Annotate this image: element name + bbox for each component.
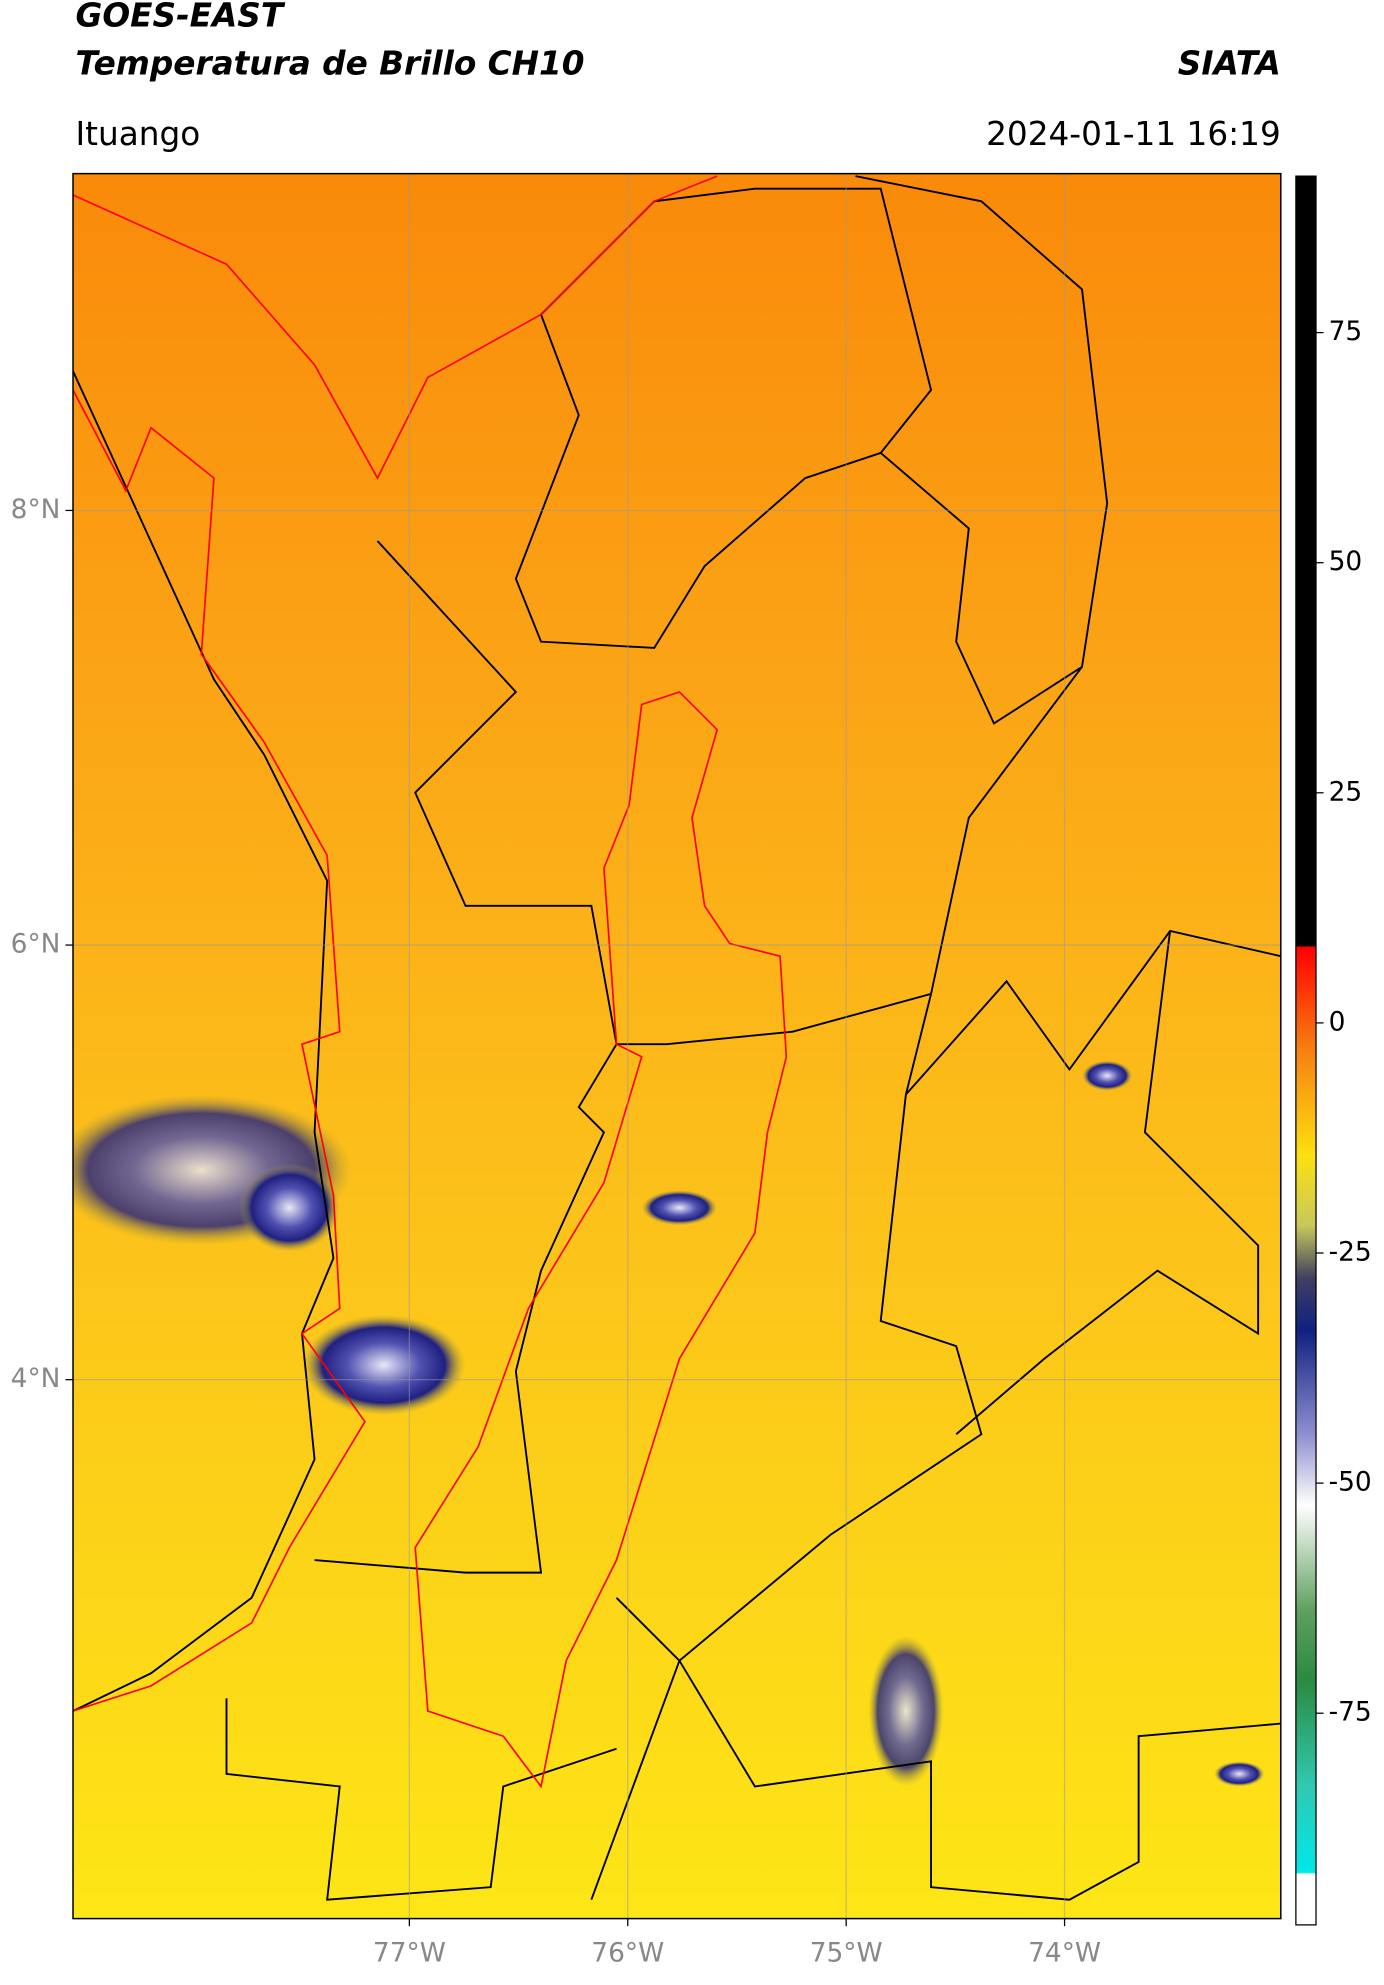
colorbar-tick-label: 0 [1329,1006,1346,1037]
axes: 77°W 76°W 75°W 74°W 8°N 6°N 4°N 75 50 25 0 -25 -50 -7… [11,316,1372,1968]
title: GOES-EAST [76,0,286,35]
source: SIATA [1178,44,1281,82]
map-frame [72,172,1282,1920]
colorbar-tick-label: 25 [1329,776,1363,807]
cloud [1082,1060,1133,1091]
map [73,173,1281,1919]
boundaries [73,175,1281,1901]
grid [73,173,1281,1919]
colorbar-tick-label: 50 [1329,546,1363,577]
cloud [641,1190,718,1226]
colorbar-tick-label: 75 [1329,316,1363,347]
cloud [301,1314,466,1416]
x-tick-label: 77°W [373,1937,446,1968]
cloud [868,1635,944,1787]
x-tick-label: 76°W [591,1937,664,1968]
subtitle: Temperatura de Brillo CH10 [76,44,585,82]
y-tick-label: 4°N [11,1363,61,1394]
region: Ituango [76,115,201,153]
cloud [1214,1761,1265,1787]
colorbar-tick-label: -25 [1329,1236,1372,1267]
x-tick-label: 75°W [810,1937,883,1968]
cloud [239,1163,340,1252]
y-tick-label: 8°N [11,494,61,525]
y-tick-label: 6°N [11,929,61,960]
datetime: 2024-01-11 16:19 [986,115,1281,153]
x-tick-label: 74°W [1028,1937,1101,1968]
coastline [73,175,788,1789]
colorbar-tick-label: -75 [1329,1697,1372,1728]
colorbar [1295,175,1317,1926]
colorbar-tick-label: -50 [1329,1467,1372,1498]
map-background [73,173,1281,1919]
